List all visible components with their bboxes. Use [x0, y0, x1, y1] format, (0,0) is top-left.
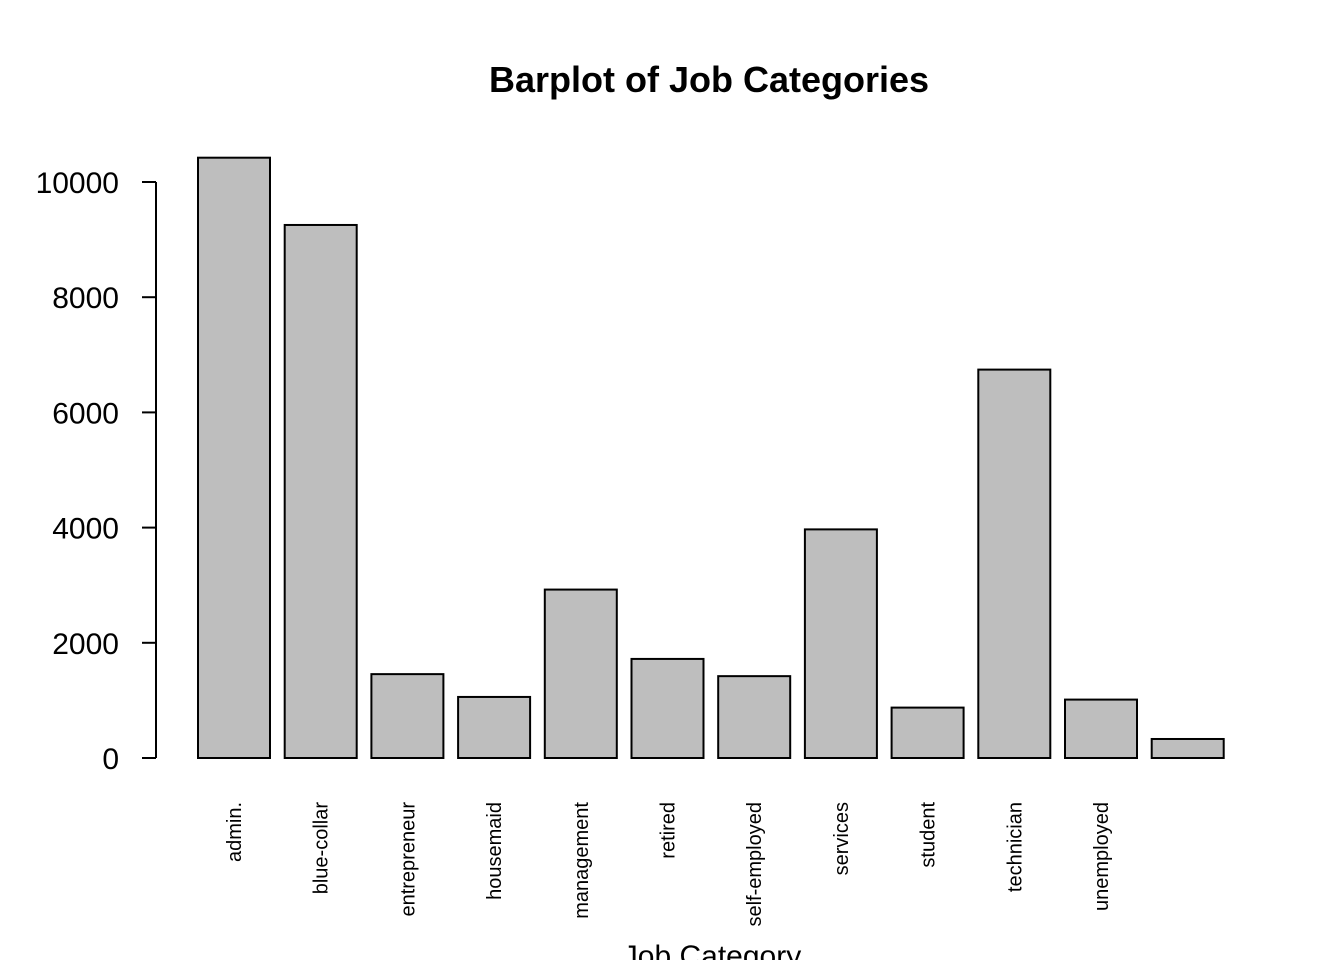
y-tick-label: 6000	[52, 397, 119, 430]
x-tick-label: entrepreneur	[397, 802, 419, 917]
x-tick-label: self-employed	[744, 802, 766, 927]
y-tick-label: 0	[102, 743, 119, 776]
bar	[803, 528, 878, 760]
bars-group	[197, 156, 1225, 760]
x-tick-label: management	[571, 802, 593, 919]
bar	[717, 675, 792, 759]
x-tick-label: retired	[658, 802, 680, 859]
x-tick-label: unemployed	[1091, 802, 1113, 911]
x-tick-label: admin.	[224, 802, 246, 862]
x-tick-label: blue-collar	[311, 802, 333, 895]
y-tick-label: 8000	[52, 282, 119, 315]
bar	[370, 673, 445, 759]
x-tick-label: student	[918, 802, 940, 868]
bar	[890, 706, 965, 759]
bar	[543, 588, 618, 759]
bar	[457, 695, 532, 759]
x-tick-label: housemaid	[484, 802, 506, 900]
bar	[283, 223, 358, 759]
x-tick-labels: admin. blue-collar entrepreneur housemaid ma…	[224, 802, 1113, 927]
bar	[1150, 737, 1225, 760]
bar	[630, 657, 705, 759]
y-axis: 0 2000 4000 6000 8000 10000	[36, 167, 157, 776]
chart-title: Barplot of Job Categories	[489, 59, 929, 100]
x-axis-label: Job Category	[623, 940, 801, 960]
bar	[977, 368, 1052, 759]
bar	[1064, 698, 1138, 760]
y-tick-label: 2000	[52, 628, 119, 661]
y-tick-label: 4000	[52, 513, 119, 546]
x-tick-label: technician	[1004, 802, 1026, 892]
bar	[197, 156, 271, 759]
y-tick-label: 10000	[36, 167, 119, 200]
x-tick-label: services	[831, 802, 853, 875]
